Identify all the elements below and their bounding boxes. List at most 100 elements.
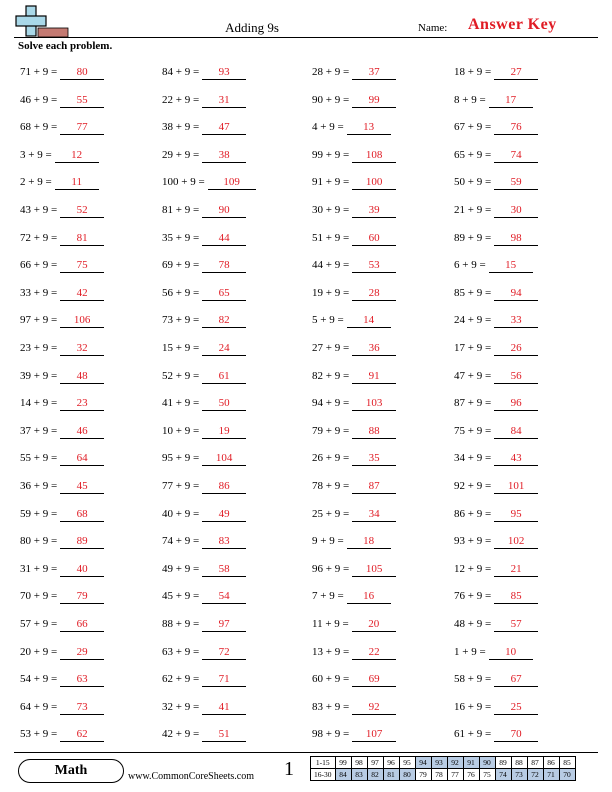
answer-blank: 69 [352, 672, 397, 688]
score-cell: 85 [558, 756, 576, 769]
score-cell: 71 [542, 768, 560, 781]
answer-blank: 50 [202, 396, 247, 412]
problem-question: 34 + 9 = [454, 452, 492, 465]
answer-blank: 76 [494, 120, 539, 136]
problem-item: 93 + 9 = 102 [454, 534, 539, 550]
problem-question: 88 + 9 = [162, 618, 200, 630]
problem-item: 3 + 9 = 12 [20, 148, 99, 163]
problem-question: 25 + 9 = [312, 507, 350, 520]
problem-item: 26 + 9 = 35 [312, 451, 397, 467]
problem-item: 45 + 9 = 54 [162, 589, 247, 605]
problem-question: 13 + 9 = [312, 645, 350, 658]
score-cell: 89 [494, 756, 512, 769]
problem-item: 67 + 9 = 76 [454, 120, 539, 136]
answer-blank: 25 [494, 700, 539, 715]
problem-item: 35 + 9 = 44 [162, 231, 247, 246]
answer-blank: 27 [494, 65, 539, 80]
answer-blank: 31 [202, 93, 247, 108]
problem-item: 79 + 9 = 88 [312, 424, 397, 439]
answer-key-label: Answer Key [468, 16, 557, 33]
problem-item: 40 + 9 = 49 [162, 507, 247, 522]
problem-question: 45 + 9 = [162, 590, 200, 603]
problem-question: 76 + 9 = [454, 590, 492, 603]
problem-question: 81 + 9 = [162, 204, 200, 216]
problem-question: 9 + 9 = [312, 535, 344, 548]
problem-item: 13 + 9 = 22 [312, 645, 397, 660]
problem-item: 17 + 9 = 26 [454, 341, 539, 356]
answer-blank: 74 [494, 148, 539, 163]
score-cell: 87 [526, 756, 544, 769]
problem-question: 5 + 9 = [312, 314, 344, 327]
problem-item: 38 + 9 = 47 [162, 120, 247, 136]
score-cell: 91 [462, 756, 480, 769]
answer-blank: 53 [352, 258, 397, 274]
problem-question: 66 + 9 = [20, 259, 58, 272]
problem-question: 32 + 9 = [162, 700, 200, 713]
answer-blank: 79 [60, 589, 105, 605]
score-cell: 94 [414, 756, 432, 769]
problem-item: 50 + 9 = 59 [454, 175, 539, 191]
problem-question: 60 + 9 = [312, 673, 350, 686]
problem-item: 6 + 9 = 15 [454, 258, 533, 274]
answer-blank: 91 [352, 369, 397, 384]
answer-blank: 86 [202, 479, 247, 494]
problem-question: 41 + 9 = [162, 397, 200, 410]
answer-blank: 75 [60, 258, 105, 274]
problem-item: 55 + 9 = 64 [20, 451, 105, 467]
brand-badge: Math [18, 759, 124, 783]
problem-item: 42 + 9 = 51 [162, 727, 247, 743]
problem-item: 27 + 9 = 36 [312, 341, 397, 356]
answer-blank: 40 [60, 562, 105, 577]
answer-blank: 21 [494, 562, 539, 577]
instructions: Solve each problem. [18, 40, 113, 52]
problem-item: 100 + 9 = 109 [162, 175, 256, 191]
score-cell: 76 [462, 768, 480, 781]
answer-blank: 43 [494, 451, 539, 467]
problem-question: 69 + 9 = [162, 259, 200, 272]
answer-blank: 51 [202, 727, 247, 743]
score-cell: 74 [494, 768, 512, 781]
answer-blank: 29 [60, 645, 105, 660]
answer-blank: 102 [494, 534, 539, 550]
problem-item: 9 + 9 = 18 [312, 534, 391, 550]
answer-blank: 49 [202, 507, 247, 522]
problem-item: 24 + 9 = 33 [454, 313, 539, 329]
name-label: Name: [418, 22, 448, 34]
problem-question: 86 + 9 = [454, 507, 492, 520]
problem-question: 22 + 9 = [162, 93, 200, 106]
score-cell: 97 [366, 756, 384, 769]
problem-item: 11 + 9 = 20 [312, 617, 396, 632]
problem-question: 18 + 9 = [454, 66, 492, 78]
problem-question: 4 + 9 = [312, 121, 344, 134]
problem-item: 25 + 9 = 34 [312, 507, 397, 522]
answer-blank: 106 [60, 313, 105, 329]
answer-blank: 84 [494, 424, 539, 439]
problem-question: 27 + 9 = [312, 342, 350, 354]
problem-item: 15 + 9 = 24 [162, 341, 247, 356]
problem-item: 23 + 9 = 32 [20, 341, 105, 356]
problem-question: 14 + 9 = [20, 397, 58, 410]
answer-blank: 64 [60, 451, 105, 467]
problem-question: 20 + 9 = [20, 645, 58, 658]
problem-item: 21 + 9 = 30 [454, 203, 539, 218]
problem-item: 33 + 9 = 42 [20, 286, 105, 301]
answer-blank: 70 [494, 727, 539, 743]
problem-question: 35 + 9 = [162, 231, 200, 244]
answer-blank: 18 [346, 534, 391, 550]
problem-item: 87 + 9 = 96 [454, 396, 539, 412]
answer-blank: 44 [202, 231, 247, 246]
problem-item: 46 + 9 = 55 [20, 93, 105, 108]
answer-blank: 55 [60, 93, 105, 108]
answer-blank: 67 [494, 672, 539, 688]
answer-blank: 52 [60, 203, 105, 218]
answer-blank: 46 [60, 424, 105, 439]
problem-question: 85 + 9 = [454, 286, 492, 299]
problem-item: 44 + 9 = 53 [312, 258, 397, 274]
answer-blank: 20 [351, 617, 396, 632]
answer-blank: 77 [60, 120, 105, 136]
problem-item: 91 + 9 = 100 [312, 175, 397, 191]
answer-blank: 19 [202, 424, 247, 439]
problem-item: 73 + 9 = 82 [162, 313, 247, 329]
problem-question: 11 + 9 = [312, 618, 349, 630]
problem-question: 47 + 9 = [454, 369, 492, 382]
